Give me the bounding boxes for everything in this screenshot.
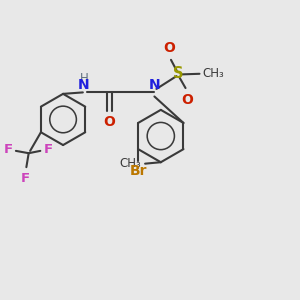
Text: O: O [104, 115, 116, 129]
Text: Br: Br [129, 164, 147, 178]
Text: H: H [80, 72, 89, 85]
Text: F: F [44, 142, 53, 156]
Text: CH₃: CH₃ [120, 157, 141, 170]
Text: F: F [21, 172, 30, 185]
Text: O: O [164, 41, 175, 55]
Text: CH₃: CH₃ [202, 67, 224, 80]
Text: S: S [173, 66, 184, 81]
Text: N: N [148, 77, 160, 92]
Text: N: N [78, 78, 89, 92]
Text: O: O [181, 93, 193, 107]
Text: F: F [3, 142, 12, 156]
